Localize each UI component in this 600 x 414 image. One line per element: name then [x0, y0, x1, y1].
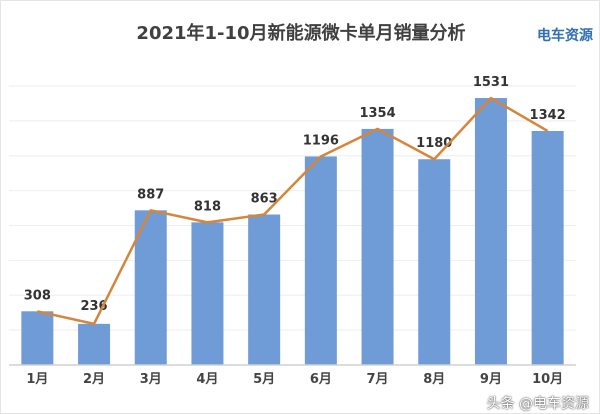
- bar: [474, 98, 507, 366]
- x-tick-label: 4月: [196, 372, 218, 387]
- bar: [248, 214, 281, 365]
- brand-logo: 电车资源: [537, 28, 593, 44]
- bar: [134, 210, 167, 365]
- bar: [361, 128, 394, 365]
- bar: [531, 130, 564, 365]
- x-tick-label: 1月: [26, 372, 48, 387]
- data-label: 308: [24, 288, 51, 303]
- bar: [418, 159, 451, 365]
- data-label: 1196: [303, 133, 339, 148]
- data-label: 1354: [359, 106, 395, 121]
- data-label: 1180: [416, 136, 452, 151]
- x-tick-label: 6月: [310, 372, 332, 387]
- data-label: 1531: [473, 75, 509, 90]
- bar: [191, 222, 224, 365]
- x-tick-label: 9月: [480, 372, 502, 387]
- x-tick-label: 2月: [83, 372, 105, 387]
- x-tick-label: 5月: [253, 372, 275, 387]
- data-label: 1342: [530, 108, 566, 123]
- bar: [304, 156, 337, 365]
- bar: [21, 311, 54, 365]
- data-label: 818: [194, 199, 221, 214]
- data-label: 887: [137, 187, 164, 202]
- chart-title: 2021年1-10月新能源微卡单月销量分析: [136, 23, 466, 44]
- x-tick-label: 8月: [423, 372, 445, 387]
- x-tick-label: 7月: [367, 372, 389, 387]
- x-tick-label: 10月: [532, 372, 563, 387]
- data-label: 863: [251, 192, 278, 207]
- bar: [78, 323, 111, 365]
- watermark: 头条 @电车资源: [486, 396, 589, 412]
- trend-line: [37, 96, 549, 326]
- x-tick-label: 3月: [140, 372, 162, 387]
